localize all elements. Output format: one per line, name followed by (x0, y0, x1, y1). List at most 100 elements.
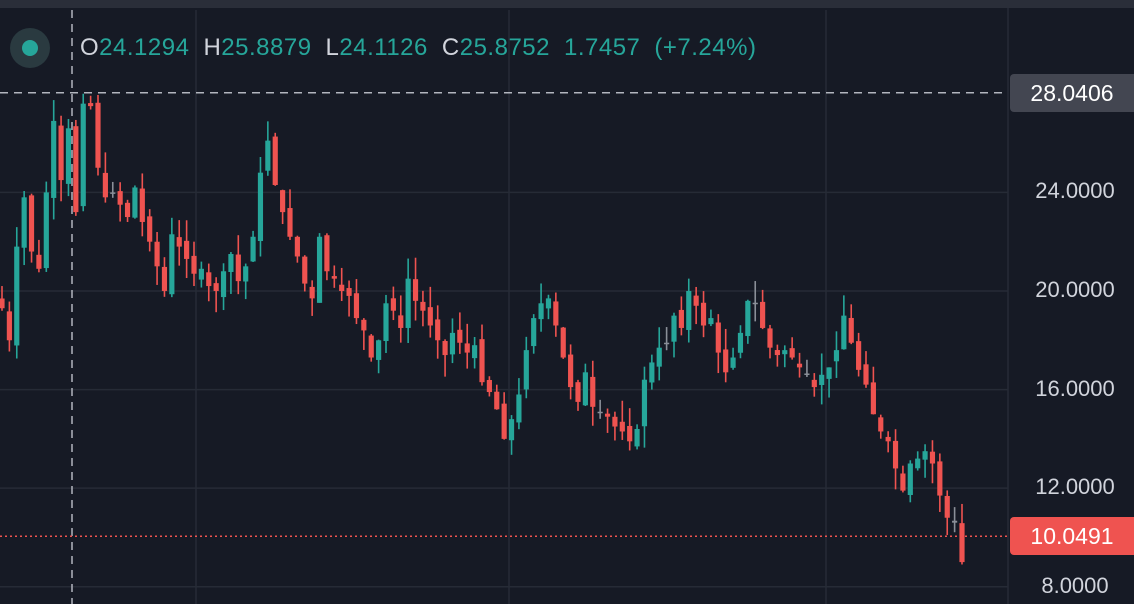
candle (804, 359, 810, 377)
candle-body (508, 419, 515, 441)
candle-body (228, 254, 234, 272)
candle-body (250, 236, 256, 262)
candle (553, 292, 559, 337)
candle-body (789, 348, 795, 358)
candle-body (353, 293, 360, 319)
candle (213, 277, 219, 313)
candles (0, 93, 965, 565)
candle (826, 367, 832, 398)
candle (235, 235, 241, 295)
candle (346, 280, 352, 317)
close-value: 25.8752 (459, 34, 550, 61)
candle-body (472, 345, 478, 359)
candle-body (811, 379, 817, 388)
high-value: 25.8879 (221, 34, 312, 61)
candle-body (235, 254, 241, 282)
candle (508, 415, 515, 455)
candle (686, 278, 692, 343)
candle-body (73, 126, 79, 213)
candle-body (686, 290, 692, 330)
candle-body (95, 102, 101, 168)
candle-body (435, 319, 441, 341)
candle-body (708, 318, 714, 325)
change-value: 1.7457 (564, 34, 641, 61)
candle (708, 309, 714, 327)
candle (627, 408, 633, 451)
candle-body (959, 523, 965, 563)
candle-body (302, 256, 308, 284)
candle (929, 440, 936, 484)
price-axis-tick-label: 20.0000 (1035, 276, 1115, 302)
candle-body (457, 329, 463, 343)
candle-body (907, 463, 913, 496)
candle-body (590, 376, 596, 407)
candle (782, 345, 788, 368)
candle (449, 318, 456, 364)
candle (523, 336, 529, 399)
last-price-label: 10.0491 (1010, 517, 1134, 556)
candle (161, 257, 168, 297)
candle (789, 337, 795, 360)
candle-body (915, 458, 921, 469)
candle (892, 429, 899, 490)
candle (132, 185, 138, 219)
candle-body (575, 382, 581, 402)
candle (302, 255, 308, 292)
candle-body (124, 202, 131, 218)
candle-body (184, 240, 190, 259)
candle-body (752, 302, 758, 305)
candle (110, 181, 116, 198)
candle (309, 280, 315, 316)
candle-body (826, 367, 832, 379)
candle-body (804, 373, 810, 376)
candle-body (294, 236, 300, 257)
candle-body (878, 417, 884, 432)
candle (80, 93, 86, 212)
candle (597, 399, 603, 419)
candle-body (952, 520, 958, 523)
candle (700, 291, 707, 338)
candle-body (641, 379, 648, 427)
candle (405, 258, 411, 344)
candle (730, 347, 736, 370)
candle (952, 507, 958, 533)
candle (14, 227, 20, 359)
candle (368, 334, 374, 362)
candle-body (102, 172, 108, 198)
candle-body (376, 340, 382, 360)
candle (516, 378, 522, 430)
candle-body (339, 284, 345, 291)
candle (58, 115, 64, 202)
candle-body (737, 332, 744, 353)
candle (198, 261, 204, 288)
candle (737, 325, 744, 359)
candle-body (922, 451, 928, 460)
candle (922, 444, 928, 478)
candle-body (398, 315, 404, 328)
candle (169, 217, 175, 298)
candle-body (723, 349, 729, 373)
candle-body (51, 120, 57, 198)
candle-body (538, 303, 544, 320)
candle (287, 189, 293, 240)
candle (442, 339, 448, 377)
candle-body (523, 350, 529, 390)
candle (582, 363, 588, 407)
candle (796, 352, 803, 378)
candle-body (427, 307, 433, 326)
candle-body (316, 236, 323, 303)
candle-body (265, 140, 271, 171)
candle-body (730, 357, 736, 368)
candle (184, 220, 190, 279)
candle-body (132, 187, 138, 218)
candle-body (449, 332, 456, 355)
candle (272, 132, 278, 186)
status-toggle[interactable] (10, 28, 50, 68)
candle-body (531, 318, 537, 347)
candle (316, 233, 323, 303)
candle-body (324, 235, 330, 272)
candle-body (856, 341, 862, 370)
candle (863, 351, 869, 388)
candle-body (568, 354, 574, 388)
